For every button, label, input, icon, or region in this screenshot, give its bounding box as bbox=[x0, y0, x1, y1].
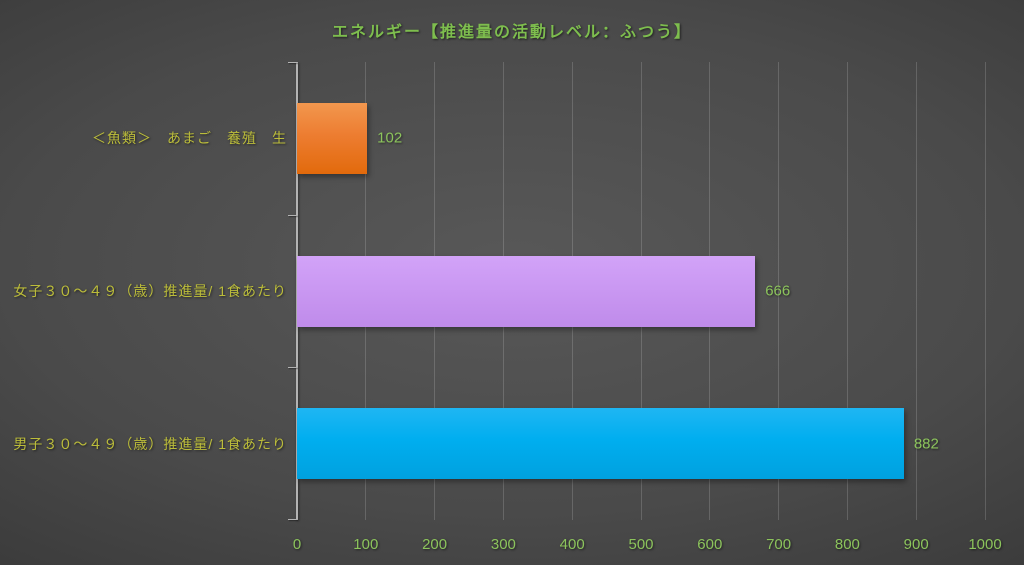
category-label: ＜魚類＞ あまご 養殖 生 bbox=[92, 130, 287, 147]
bar-lavender bbox=[297, 255, 756, 327]
y-axis-tick bbox=[288, 62, 297, 63]
y-axis-tick bbox=[288, 214, 297, 216]
x-axis-tick-label: 0 bbox=[292, 536, 302, 553]
x-axis-tick-label: 1000 bbox=[968, 536, 1002, 553]
gridline bbox=[915, 62, 917, 520]
x-axis-tick-label: 900 bbox=[903, 536, 929, 553]
y-axis-tick bbox=[288, 519, 297, 520]
data-label: 666 bbox=[765, 282, 791, 300]
gridline bbox=[984, 62, 986, 520]
category-label: 男子３０～４９（歳）推進量/ 1食あたり bbox=[13, 435, 287, 452]
bar-orange bbox=[297, 102, 368, 174]
data-label: 102 bbox=[377, 129, 403, 147]
category-label: 女子３０～４９（歳）推進量/ 1食あたり bbox=[13, 283, 287, 299]
x-axis-tick-label: 800 bbox=[834, 536, 860, 553]
chart-title: エネルギー【推進量の活動レベル：ふつう】 bbox=[331, 24, 692, 41]
x-axis-tick-label: 400 bbox=[559, 536, 585, 553]
x-axis-tick-label: 600 bbox=[697, 536, 723, 553]
x-axis-tick-label: 100 bbox=[353, 536, 379, 553]
x-axis-tick-label: 300 bbox=[490, 536, 516, 553]
gridline bbox=[778, 62, 780, 520]
x-axis-tick-label: 200 bbox=[422, 536, 448, 553]
y-axis-tick bbox=[288, 367, 297, 369]
x-axis-tick-label: 500 bbox=[628, 536, 654, 553]
plot-area: 102 666 882 bbox=[288, 62, 986, 520]
data-label: 882 bbox=[913, 435, 939, 453]
bar-cyan bbox=[297, 408, 904, 480]
x-axis-tick-label: 700 bbox=[766, 536, 792, 553]
gridline bbox=[846, 62, 848, 520]
